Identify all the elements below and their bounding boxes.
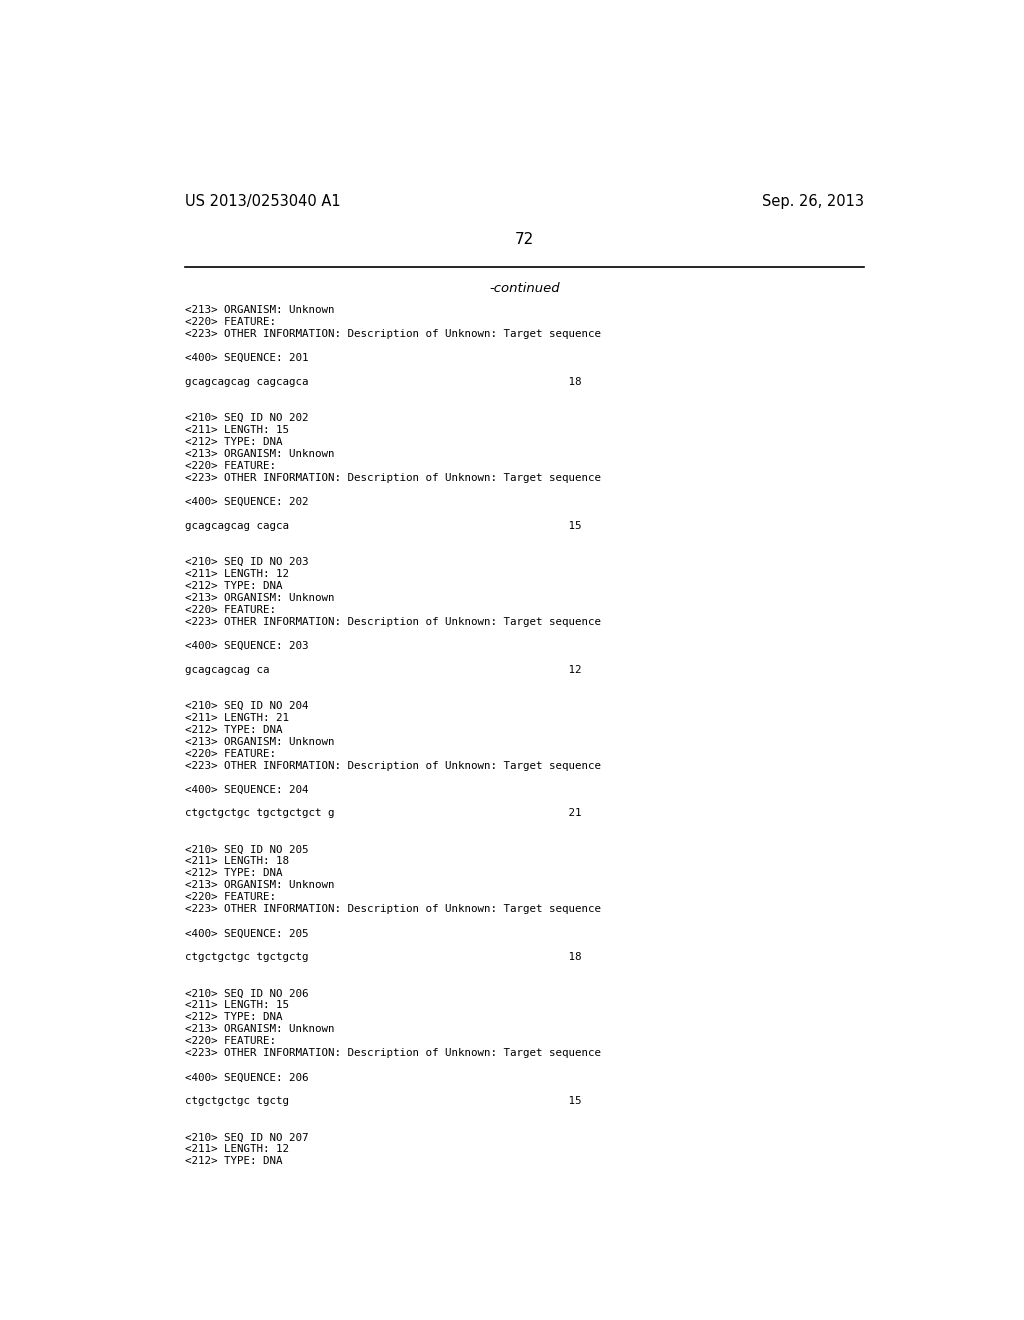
Text: <220> FEATURE:: <220> FEATURE: (185, 461, 276, 471)
Text: US 2013/0253040 A1: US 2013/0253040 A1 (185, 194, 341, 209)
Text: <400> SEQUENCE: 204: <400> SEQUENCE: 204 (185, 784, 308, 795)
Text: <210> SEQ ID NO 206: <210> SEQ ID NO 206 (185, 989, 308, 998)
Text: <220> FEATURE:: <220> FEATURE: (185, 1036, 276, 1047)
Text: <400> SEQUENCE: 203: <400> SEQUENCE: 203 (185, 640, 308, 651)
Text: <212> TYPE: DNA: <212> TYPE: DNA (185, 725, 283, 734)
Text: <400> SEQUENCE: 206: <400> SEQUENCE: 206 (185, 1072, 308, 1082)
Text: -continued: -continued (489, 282, 560, 296)
Text: Sep. 26, 2013: Sep. 26, 2013 (763, 194, 864, 209)
Text: <220> FEATURE:: <220> FEATURE: (185, 605, 276, 615)
Text: <400> SEQUENCE: 205: <400> SEQUENCE: 205 (185, 928, 308, 939)
Text: <212> TYPE: DNA: <212> TYPE: DNA (185, 1156, 283, 1167)
Text: <213> ORGANISM: Unknown: <213> ORGANISM: Unknown (185, 1024, 335, 1035)
Text: <220> FEATURE:: <220> FEATURE: (185, 748, 276, 759)
Text: <213> ORGANISM: Unknown: <213> ORGANISM: Unknown (185, 737, 335, 747)
Text: <211> LENGTH: 18: <211> LENGTH: 18 (185, 857, 289, 866)
Text: <223> OTHER INFORMATION: Description of Unknown: Target sequence: <223> OTHER INFORMATION: Description of … (185, 904, 601, 915)
Text: <210> SEQ ID NO 207: <210> SEQ ID NO 207 (185, 1133, 308, 1142)
Text: <210> SEQ ID NO 205: <210> SEQ ID NO 205 (185, 845, 308, 854)
Text: <212> TYPE: DNA: <212> TYPE: DNA (185, 437, 283, 446)
Text: <400> SEQUENCE: 202: <400> SEQUENCE: 202 (185, 496, 308, 507)
Text: <213> ORGANISM: Unknown: <213> ORGANISM: Unknown (185, 593, 335, 603)
Text: <211> LENGTH: 12: <211> LENGTH: 12 (185, 569, 289, 578)
Text: <213> ORGANISM: Unknown: <213> ORGANISM: Unknown (185, 880, 335, 891)
Text: <213> ORGANISM: Unknown: <213> ORGANISM: Unknown (185, 449, 335, 458)
Text: <213> ORGANISM: Unknown: <213> ORGANISM: Unknown (185, 305, 335, 314)
Text: <210> SEQ ID NO 203: <210> SEQ ID NO 203 (185, 557, 308, 566)
Text: <400> SEQUENCE: 201: <400> SEQUENCE: 201 (185, 352, 308, 363)
Text: gcagcagcag cagca                                           15: gcagcagcag cagca 15 (185, 520, 582, 531)
Text: <223> OTHER INFORMATION: Description of Unknown: Target sequence: <223> OTHER INFORMATION: Description of … (185, 329, 601, 339)
Text: <212> TYPE: DNA: <212> TYPE: DNA (185, 869, 283, 878)
Text: <223> OTHER INFORMATION: Description of Unknown: Target sequence: <223> OTHER INFORMATION: Description of … (185, 616, 601, 627)
Text: ctgctgctgc tgctgctg                                        18: ctgctgctgc tgctgctg 18 (185, 953, 582, 962)
Text: <211> LENGTH: 15: <211> LENGTH: 15 (185, 425, 289, 434)
Text: <223> OTHER INFORMATION: Description of Unknown: Target sequence: <223> OTHER INFORMATION: Description of … (185, 760, 601, 771)
Text: <212> TYPE: DNA: <212> TYPE: DNA (185, 581, 283, 590)
Text: ctgctgctgc tgctgctgct g                                    21: ctgctgctgc tgctgctgct g 21 (185, 808, 582, 818)
Text: 72: 72 (515, 231, 535, 247)
Text: <210> SEQ ID NO 204: <210> SEQ ID NO 204 (185, 701, 308, 710)
Text: <211> LENGTH: 12: <211> LENGTH: 12 (185, 1144, 289, 1154)
Text: ctgctgctgc tgctg                                           15: ctgctgctgc tgctg 15 (185, 1097, 582, 1106)
Text: <223> OTHER INFORMATION: Description of Unknown: Target sequence: <223> OTHER INFORMATION: Description of … (185, 1048, 601, 1059)
Text: <211> LENGTH: 21: <211> LENGTH: 21 (185, 713, 289, 722)
Text: gcagcagcag ca                                              12: gcagcagcag ca 12 (185, 664, 582, 675)
Text: gcagcagcag cagcagca                                        18: gcagcagcag cagcagca 18 (185, 376, 582, 387)
Text: <211> LENGTH: 15: <211> LENGTH: 15 (185, 1001, 289, 1010)
Text: <220> FEATURE:: <220> FEATURE: (185, 892, 276, 903)
Text: <212> TYPE: DNA: <212> TYPE: DNA (185, 1012, 283, 1023)
Text: <223> OTHER INFORMATION: Description of Unknown: Target sequence: <223> OTHER INFORMATION: Description of … (185, 473, 601, 483)
Text: <210> SEQ ID NO 202: <210> SEQ ID NO 202 (185, 413, 308, 422)
Text: <220> FEATURE:: <220> FEATURE: (185, 317, 276, 327)
